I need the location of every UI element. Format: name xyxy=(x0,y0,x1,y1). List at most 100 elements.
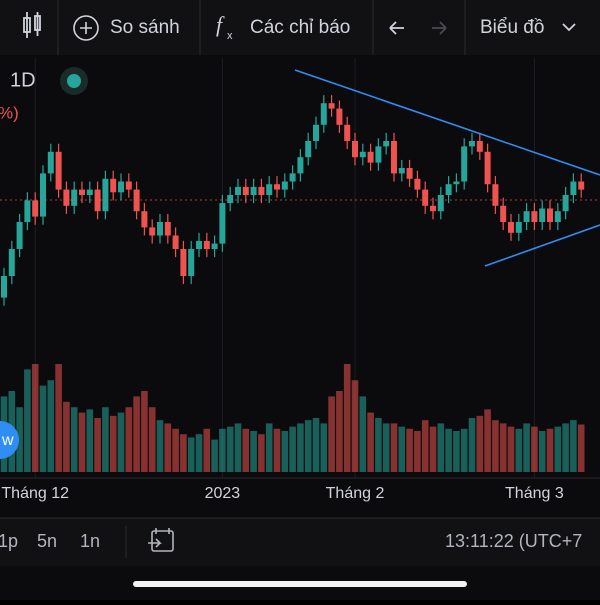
volume-bar xyxy=(476,415,484,472)
home-indicator xyxy=(133,581,467,587)
volume-bar xyxy=(242,428,250,472)
candle-body xyxy=(375,146,382,163)
candle-body xyxy=(359,151,366,158)
candle-body xyxy=(94,189,101,212)
candle-body xyxy=(414,178,421,190)
volume-bar xyxy=(78,412,86,472)
volume-bar xyxy=(499,423,507,472)
volume-bar xyxy=(312,418,320,472)
fx-icon: x xyxy=(227,30,233,42)
goto-date-icon[interactable] xyxy=(148,528,174,552)
candle-body xyxy=(164,222,171,236)
interval-label[interactable]: 1D xyxy=(10,69,36,91)
candle-body xyxy=(79,189,85,195)
volume-bar xyxy=(445,428,452,472)
candle-body xyxy=(508,222,514,233)
volume-bar xyxy=(16,407,23,472)
volume-bar xyxy=(141,391,148,472)
candle-body xyxy=(430,205,436,212)
trend-line[interactable] xyxy=(294,69,600,176)
volume-bar xyxy=(211,439,218,472)
candle-body xyxy=(227,195,234,204)
candle-body xyxy=(461,146,468,182)
volume-bar xyxy=(538,430,546,472)
candle-body xyxy=(149,227,156,236)
candle-body xyxy=(281,181,288,190)
candle-body xyxy=(110,178,117,193)
volume-bar xyxy=(289,426,296,472)
candle-body xyxy=(235,186,241,195)
volume-bar xyxy=(24,369,31,472)
range-button[interactable]: 1p xyxy=(0,531,18,551)
volume-bar xyxy=(172,428,179,472)
volume-bar xyxy=(453,430,460,472)
bottom-bar xyxy=(0,518,600,566)
candle-body xyxy=(352,141,358,158)
volume-bar xyxy=(250,430,257,472)
candle-body xyxy=(188,249,195,276)
button-fragment: w xyxy=(1,432,14,449)
volume-bar xyxy=(304,420,312,472)
toolbar: So sánh f x Các chỉ báo Biểu đồ xyxy=(0,0,600,55)
range-button[interactable]: 5n xyxy=(37,531,57,551)
candle-body xyxy=(391,141,397,174)
volume-bar xyxy=(414,430,421,472)
indicators-button[interactable]: f x Các chỉ báo xyxy=(216,12,350,42)
volume-bar xyxy=(437,423,445,472)
candle-body xyxy=(118,181,124,193)
candle-body xyxy=(219,203,226,244)
candle-body xyxy=(562,195,569,212)
volume-bar xyxy=(125,407,133,472)
status-dot xyxy=(67,74,81,88)
candle-icon[interactable] xyxy=(23,12,41,38)
candle-body xyxy=(398,168,405,174)
candle-body xyxy=(172,235,179,249)
redo-icon[interactable] xyxy=(432,21,447,35)
volume-bar xyxy=(577,424,585,472)
candle-body xyxy=(367,151,374,163)
candle-body xyxy=(422,189,429,206)
chart-type-button[interactable]: Biểu đồ xyxy=(480,17,576,38)
candle-body xyxy=(125,181,132,190)
x-tick-label: Tháng 12 xyxy=(1,485,69,502)
volume-bar xyxy=(523,423,530,472)
candle-body xyxy=(157,222,163,236)
trend-line[interactable] xyxy=(484,224,600,267)
volume-bar xyxy=(195,434,203,472)
volume-bar xyxy=(351,380,359,472)
floating-button[interactable] xyxy=(0,421,19,459)
volume-bar xyxy=(531,426,538,472)
candle-body xyxy=(453,181,460,185)
candle-body xyxy=(406,168,413,179)
x-tick-label: 2023 xyxy=(205,485,241,502)
volume-bar xyxy=(94,418,101,472)
candle-body xyxy=(16,222,23,249)
candle-body xyxy=(313,124,319,141)
candle-body xyxy=(32,200,39,217)
candle-body xyxy=(336,108,343,125)
compare-button[interactable]: So sánh xyxy=(73,15,180,41)
volume-bar xyxy=(367,412,374,472)
volume-bar xyxy=(546,428,554,472)
volume-bar xyxy=(102,407,109,472)
candle-body xyxy=(500,205,507,222)
volume-bar xyxy=(31,364,39,472)
volume-bar xyxy=(562,423,569,472)
range-button[interactable]: 1n xyxy=(80,531,100,551)
volume-bar xyxy=(398,426,406,472)
volume-bar xyxy=(39,385,47,472)
volume-bar xyxy=(226,426,234,472)
candle-body xyxy=(40,173,46,217)
undo-icon[interactable] xyxy=(389,21,404,35)
percent-fragment: %) xyxy=(0,103,19,122)
volume-bar xyxy=(133,396,140,472)
candle-body xyxy=(266,184,273,195)
volume-bar xyxy=(265,423,273,472)
candle-body xyxy=(344,124,351,141)
candle-body xyxy=(320,103,327,125)
candle-body xyxy=(547,208,553,222)
candle-body xyxy=(274,184,280,190)
volume-bar xyxy=(515,428,523,472)
volume-bar xyxy=(328,396,335,472)
